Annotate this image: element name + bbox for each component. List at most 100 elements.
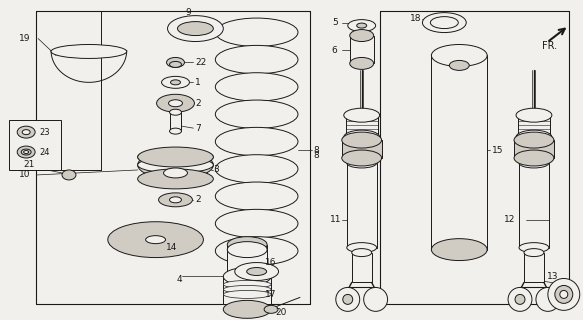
Text: 7: 7 xyxy=(195,124,201,132)
Ellipse shape xyxy=(223,280,271,288)
Bar xyxy=(514,140,554,158)
Text: 9: 9 xyxy=(185,8,191,17)
Ellipse shape xyxy=(352,249,371,257)
Ellipse shape xyxy=(347,243,377,252)
Text: 14: 14 xyxy=(166,243,177,252)
Ellipse shape xyxy=(167,58,184,68)
Ellipse shape xyxy=(423,13,466,33)
Text: 3: 3 xyxy=(213,165,219,174)
Ellipse shape xyxy=(170,109,181,115)
Ellipse shape xyxy=(344,108,380,122)
Ellipse shape xyxy=(138,157,213,173)
Ellipse shape xyxy=(177,22,213,36)
Ellipse shape xyxy=(159,193,192,207)
Ellipse shape xyxy=(350,29,374,42)
Text: 19: 19 xyxy=(19,34,31,43)
Ellipse shape xyxy=(168,100,182,107)
Ellipse shape xyxy=(364,287,388,311)
Text: 5: 5 xyxy=(332,18,338,27)
Text: 11: 11 xyxy=(330,215,341,224)
Ellipse shape xyxy=(108,222,203,258)
Ellipse shape xyxy=(347,20,375,32)
Ellipse shape xyxy=(215,45,298,74)
Ellipse shape xyxy=(524,249,544,257)
Ellipse shape xyxy=(235,262,279,280)
Ellipse shape xyxy=(161,76,189,88)
Text: 6: 6 xyxy=(332,46,338,55)
Ellipse shape xyxy=(343,294,353,304)
Text: 4: 4 xyxy=(177,275,182,284)
Ellipse shape xyxy=(21,149,31,155)
Text: 16: 16 xyxy=(265,258,276,267)
Bar xyxy=(342,140,382,158)
Ellipse shape xyxy=(223,268,271,285)
Ellipse shape xyxy=(51,44,127,59)
Ellipse shape xyxy=(146,236,166,244)
Ellipse shape xyxy=(560,291,568,298)
Ellipse shape xyxy=(215,100,298,128)
Bar xyxy=(227,244,267,283)
Ellipse shape xyxy=(350,58,374,69)
Ellipse shape xyxy=(170,80,181,85)
Bar xyxy=(519,163,549,248)
Ellipse shape xyxy=(138,169,213,189)
Bar xyxy=(223,276,271,304)
Bar xyxy=(346,115,378,137)
Bar xyxy=(9,120,61,170)
Text: 15: 15 xyxy=(492,146,504,155)
Ellipse shape xyxy=(347,158,377,168)
Ellipse shape xyxy=(167,16,223,42)
Ellipse shape xyxy=(215,182,298,211)
Ellipse shape xyxy=(515,294,525,304)
Text: 1: 1 xyxy=(195,78,201,87)
Text: 10: 10 xyxy=(19,171,31,180)
Ellipse shape xyxy=(157,94,194,112)
Ellipse shape xyxy=(17,126,35,138)
Ellipse shape xyxy=(215,237,298,265)
Ellipse shape xyxy=(215,155,298,183)
Ellipse shape xyxy=(342,150,382,166)
Ellipse shape xyxy=(227,275,267,291)
Ellipse shape xyxy=(548,278,580,310)
Text: 24: 24 xyxy=(39,148,50,156)
Text: 12: 12 xyxy=(504,215,515,224)
Text: 18: 18 xyxy=(409,14,421,23)
Ellipse shape xyxy=(449,60,469,70)
Ellipse shape xyxy=(215,73,298,101)
Ellipse shape xyxy=(519,243,549,252)
Text: 2: 2 xyxy=(195,99,201,108)
Text: 23: 23 xyxy=(39,128,50,137)
Text: 13: 13 xyxy=(547,272,559,281)
Ellipse shape xyxy=(223,300,271,318)
Ellipse shape xyxy=(344,130,380,144)
Ellipse shape xyxy=(22,130,30,135)
Text: 17: 17 xyxy=(265,290,276,299)
Ellipse shape xyxy=(508,287,532,311)
Ellipse shape xyxy=(170,61,181,68)
Bar xyxy=(170,112,181,131)
Ellipse shape xyxy=(430,17,458,28)
Ellipse shape xyxy=(215,209,298,238)
Ellipse shape xyxy=(555,285,573,303)
Ellipse shape xyxy=(514,132,554,148)
Bar xyxy=(350,36,374,63)
Ellipse shape xyxy=(17,146,35,158)
Bar xyxy=(518,115,550,137)
Text: 20: 20 xyxy=(275,308,286,317)
Ellipse shape xyxy=(138,151,213,179)
Ellipse shape xyxy=(170,197,181,203)
Ellipse shape xyxy=(247,268,266,276)
Ellipse shape xyxy=(227,242,267,258)
Ellipse shape xyxy=(516,130,552,144)
Ellipse shape xyxy=(24,150,29,154)
Bar xyxy=(347,163,377,248)
Ellipse shape xyxy=(62,170,76,180)
Ellipse shape xyxy=(264,305,278,313)
Ellipse shape xyxy=(164,168,188,178)
Ellipse shape xyxy=(138,149,213,165)
Ellipse shape xyxy=(357,23,367,28)
Ellipse shape xyxy=(223,285,271,293)
Text: 22: 22 xyxy=(195,58,206,67)
Text: 8: 8 xyxy=(313,146,319,155)
Bar xyxy=(524,252,544,283)
